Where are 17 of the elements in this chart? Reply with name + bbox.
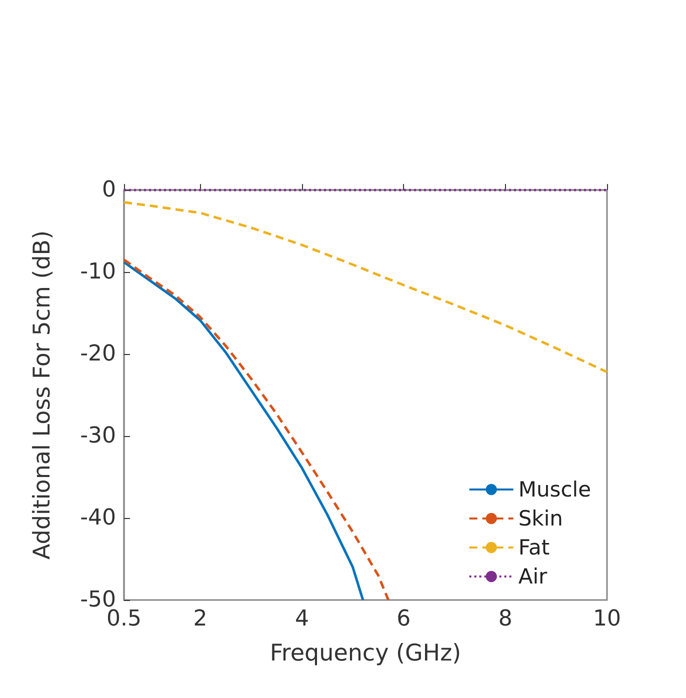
legend-label: Air <box>518 564 548 588</box>
y-tick-label: -30 <box>80 424 116 448</box>
y-axis-title: Additional Loss For 5cm (dB) <box>30 230 56 560</box>
legend-label: Muscle <box>518 478 591 502</box>
y-tick-label: 0 <box>102 178 116 202</box>
x-tick-label: 2 <box>193 606 208 632</box>
y-tick-label: -20 <box>80 342 116 366</box>
y-tick-label: -40 <box>80 506 116 530</box>
legend-label: Fat <box>518 536 550 560</box>
legend-label: Skin <box>518 506 563 530</box>
line-series <box>122 201 608 374</box>
x-tick-label: 6 <box>396 606 411 632</box>
x-axis-title: Frequency (GHz) <box>270 640 462 666</box>
x-tick-label: 4 <box>294 606 309 632</box>
x-tick-label: 10 <box>593 606 621 632</box>
x-tick-label: 8 <box>498 606 512 632</box>
y-tick-label: -10 <box>80 260 116 284</box>
